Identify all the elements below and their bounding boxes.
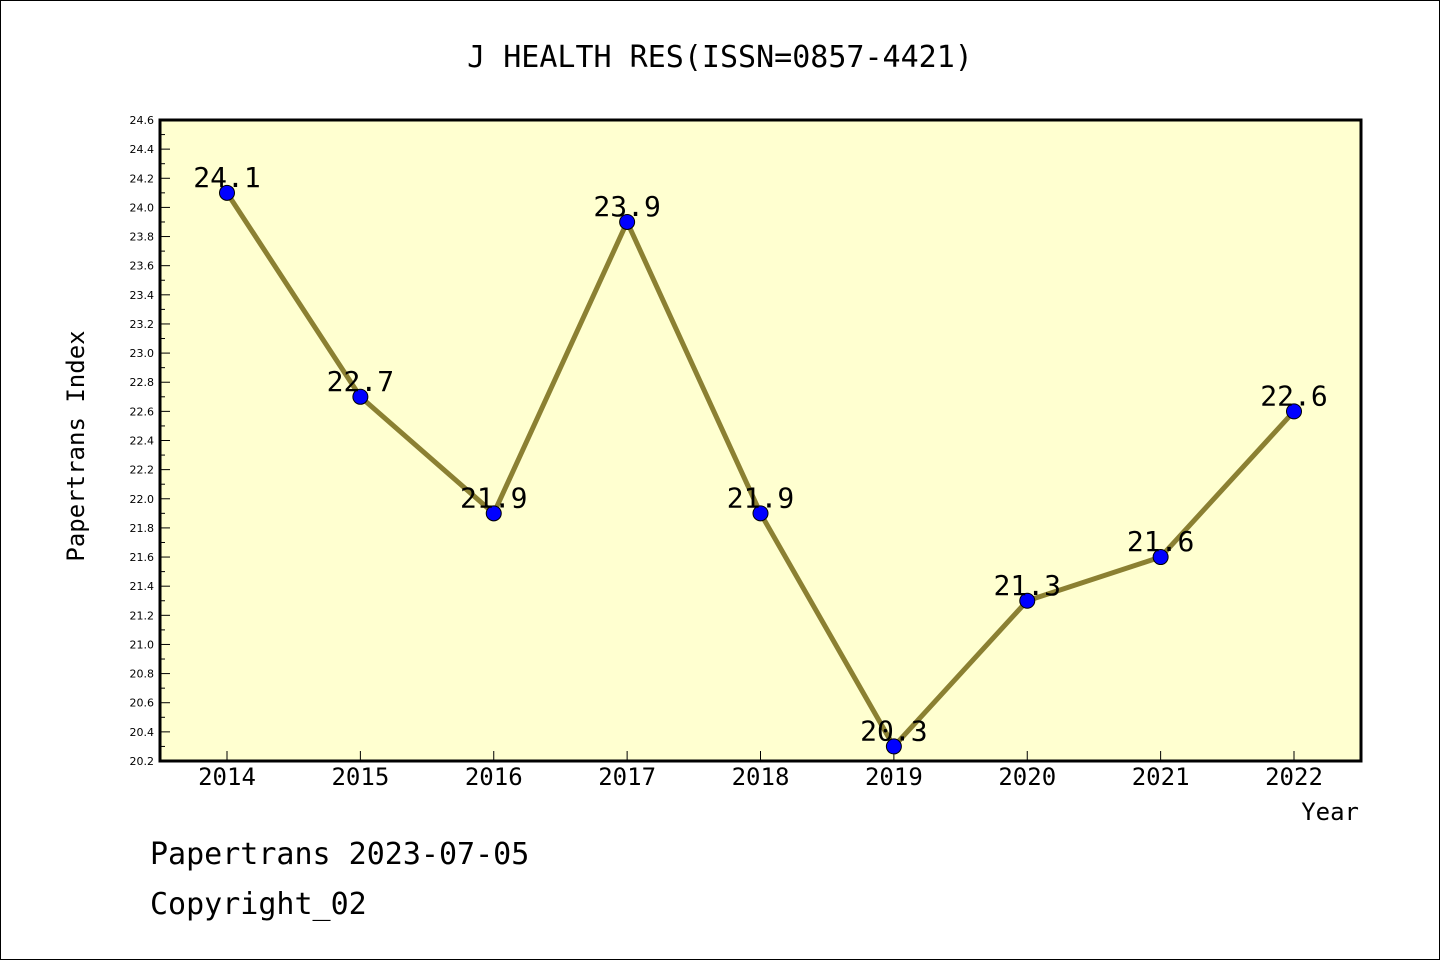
y-tick-label: 22.4 [130,435,155,448]
data-label: 21.9 [460,481,527,514]
y-tick-label: 22.0 [130,493,155,506]
data-label: 20.3 [860,714,927,747]
y-tick-label: 23.4 [130,289,155,302]
data-label: 22.6 [1260,379,1327,412]
x-tick-label: 2020 [998,763,1056,791]
y-tick-label: 21.6 [130,551,155,564]
data-point [1286,403,1302,420]
y-tick-label: 21.0 [130,638,155,651]
y-tick-label: 20.4 [130,726,155,739]
y-tick-label: 23.2 [130,318,155,331]
y-axis-title: Papertrans Index [62,330,90,561]
chart-title: J HEALTH RES(ISSN=0857-4421) [467,40,973,75]
x-tick-label: 2015 [331,763,389,791]
y-tick-label: 24.2 [130,172,155,185]
y-tick-label: 24.0 [130,201,155,214]
y-tick-label: 23.6 [130,260,155,273]
y-tick-label: 22.6 [130,405,155,418]
data-point [752,505,769,522]
y-tick-label: 22.8 [130,376,155,389]
y-tick-label: 21.2 [130,609,155,622]
data-label: 21.3 [994,569,1061,602]
x-tick-label: 2016 [465,763,523,791]
data-label: 24.1 [193,161,260,194]
plot-frame [158,118,1363,763]
data-point [352,388,369,405]
y-axis-ticks: 20.2 20.4 20.6 20.8 21.0 21.2 21.4 21.6 21.8 22.0… [130,114,170,768]
data-point [619,213,636,230]
data-point [885,738,902,755]
data-label: 21.6 [1127,525,1194,558]
x-tick-label: 2021 [1132,763,1190,791]
y-tick-label: 21.8 [130,522,155,535]
footer-date: Papertrans 2023-07-05 [150,837,529,872]
x-axis-title: Year [1301,798,1359,826]
y-tick-label: 23.0 [130,347,155,360]
data-label: 23.9 [593,190,660,223]
x-axis-ticks: 2014 2015 2016 2017 2018 2019 2020 2021 2022 [198,751,1323,791]
y-tick-label: 24.4 [130,143,155,156]
data-label: 21.9 [727,481,794,514]
data-point [485,505,502,522]
data-point [1152,549,1169,566]
x-tick-label: 2017 [598,763,656,791]
y-tick-label: 21.4 [130,580,155,593]
y-tick-label: 20.8 [130,668,155,681]
footer-copyright: Copyright_02 [150,887,367,922]
x-tick-label: 2018 [732,763,790,791]
plot-area [160,120,1361,761]
data-point [219,184,235,201]
y-tick-label: 22.2 [130,464,155,477]
y-tick-label: 23.8 [130,231,155,244]
x-tick-label: 2014 [198,763,256,791]
x-tick-label: 2019 [865,763,923,791]
data-point [1019,592,1036,609]
y-tick-label: 20.2 [130,755,155,768]
data-marker-group [219,184,1302,755]
y-tick-label: 20.6 [130,697,155,710]
data-label-group: 24.1 22.7 21.9 23.9 21.9 20.3 21.3 21.6 22.6 [193,161,1327,748]
y-tick-label: 24.6 [130,114,155,127]
data-label: 22.7 [327,365,394,398]
x-tick-label: 2022 [1265,763,1323,791]
